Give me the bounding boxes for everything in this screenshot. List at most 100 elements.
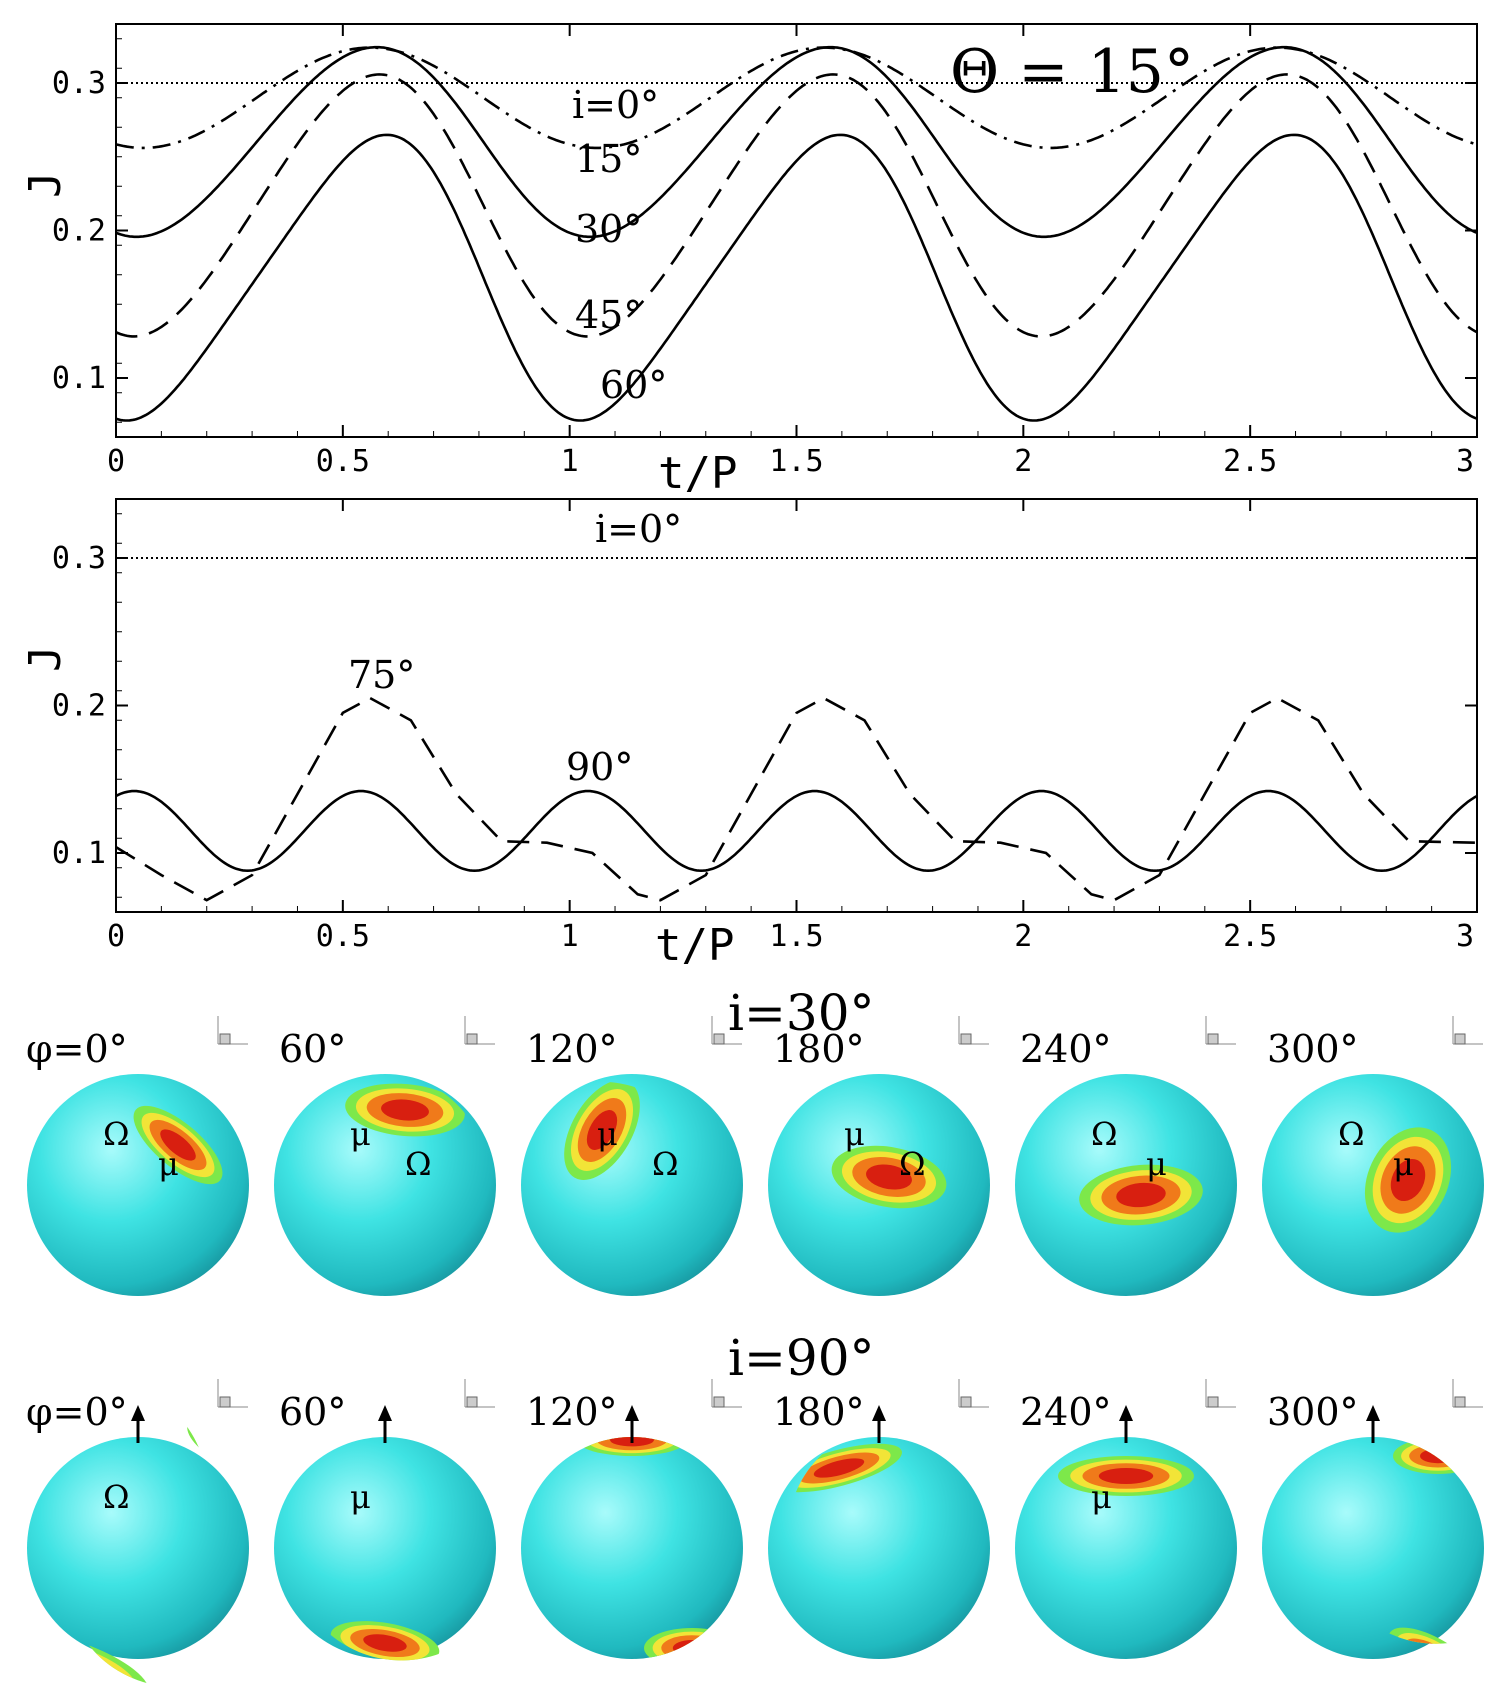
series-line-3 (115, 45, 1478, 239)
phi-label: 120° (526, 1390, 618, 1434)
x-tick-label: 2.5 (1223, 919, 1277, 954)
middle-plot-frame (115, 498, 1478, 913)
middle-x-axis-label: t/P (655, 920, 734, 971)
x-tick-label: 0 (107, 919, 125, 954)
sphere (1015, 1437, 1237, 1659)
sphere-panel: 300° (1262, 1379, 1484, 1685)
top-chart-title: Θ = 15° (950, 37, 1194, 107)
spot-layer (1420, 1448, 1456, 1464)
x-tick-label: 2.5 (1223, 444, 1277, 479)
arrow-head (1366, 1405, 1380, 1421)
sphere (27, 1437, 249, 1659)
sphere-panel: 60° μΩ (274, 1016, 496, 1296)
sphere (768, 1437, 990, 1659)
x-tick-label: 1.5 (769, 444, 823, 479)
phi-label: 240° (1020, 1027, 1112, 1071)
series-line-3 (115, 789, 1478, 873)
spot-layer (661, 1635, 723, 1659)
arrow-head (625, 1405, 639, 1421)
y-tick-label: 0.2 (52, 214, 106, 249)
row2-title: i=90° (728, 1329, 875, 1387)
top-x-axis-label: t/P (658, 448, 737, 499)
top-chart: 0 0.5 1 1.5 2 2.5 3 0.1 0.2 0.3 Θ = 15° t/P J i=0… (20, 23, 1478, 499)
middle-series (115, 557, 1478, 902)
axis-cube (466, 1033, 478, 1045)
phi-label: 240° (1020, 1390, 1112, 1434)
phi-label: 120° (526, 1027, 618, 1071)
x-tick-label: 3 (1456, 919, 1474, 954)
spot-layer (381, 1099, 429, 1121)
x-tick-label: 1 (561, 444, 579, 479)
sphere-panel: 120° μΩ (521, 1016, 743, 1296)
sphere (1262, 1437, 1484, 1659)
x-tick-label: 0.5 (316, 919, 370, 954)
arrow-head (378, 1405, 392, 1421)
top-series (115, 45, 1478, 422)
phi-label: 300° (1267, 1390, 1359, 1434)
sphere-row-i90: φ=0° Ω 60° μ 120° 180° 240° μ 300° (26, 1379, 1484, 1689)
sphere (27, 1074, 249, 1296)
y-tick-label: 0.1 (52, 836, 106, 871)
label-45: 45° (575, 293, 642, 337)
axis-symbol: μ (1146, 1145, 1167, 1183)
label-75: 75° (348, 653, 415, 697)
label-i0-middle: i=0° (595, 507, 682, 551)
axis-symbol: μ (350, 1115, 371, 1153)
sphere-panel: φ=0° Ω (26, 1379, 249, 1689)
label-i0-top: i=0° (572, 83, 659, 127)
top-ticks: 0 0.5 1 1.5 2 2.5 3 0.1 0.2 0.3 (52, 24, 1478, 479)
x-tick-label: 0.5 (316, 444, 370, 479)
phi-label: φ=0° (26, 1390, 128, 1434)
middle-ticks: 0 0.5 1 1.5 2 2.5 3 0.1 0.2 0.3 (52, 499, 1478, 954)
axis-cube (1207, 1033, 1219, 1045)
spot-layer (586, 1110, 618, 1150)
spot-layer (1116, 1182, 1166, 1208)
series-line-2 (115, 46, 1478, 150)
axis-symbol: Ω (652, 1145, 679, 1183)
sphere-panel: 240° μ (1015, 1379, 1237, 1659)
sphere-panel: 180° μΩ (768, 1016, 990, 1296)
x-tick-label: 0 (107, 444, 125, 479)
x-tick-label: 3 (1456, 444, 1474, 479)
top-plot-frame (115, 23, 1478, 438)
axis-cube (219, 1396, 231, 1408)
x-tick-label: 1 (561, 919, 579, 954)
axis-cube (466, 1396, 478, 1408)
axis-cube (960, 1033, 972, 1045)
arrow-head (131, 1405, 145, 1421)
spot-layer (813, 1458, 865, 1478)
spot-layer (363, 1634, 407, 1652)
phi-label: 180° (773, 1390, 865, 1434)
axis-symbol: Ω (103, 1115, 130, 1153)
arrow-head (1119, 1405, 1133, 1421)
axis-cube (219, 1033, 231, 1045)
sphere-panel: 240° Ωμ (1015, 1016, 1237, 1296)
series-line-4 (115, 73, 1478, 338)
axis-symbol: μ (350, 1478, 371, 1516)
axis-symbol: Ω (1338, 1115, 1365, 1153)
x-tick-label: 1.5 (769, 919, 823, 954)
x-tick-label: 2 (1014, 444, 1032, 479)
spot-layer (672, 1640, 712, 1656)
axis-symbol: μ (597, 1115, 618, 1153)
spot-layer (160, 1129, 196, 1161)
axis-cube (713, 1033, 725, 1045)
axis-symbol: μ (1091, 1478, 1112, 1516)
sphere-panel: 300° Ωμ (1262, 1016, 1484, 1296)
series-line-5 (115, 133, 1478, 422)
y-tick-label: 0.3 (52, 541, 106, 576)
spot-layer (208, 1432, 238, 1454)
label-15: 15° (575, 137, 642, 181)
sphere (521, 1437, 743, 1659)
row1-title: i=30° (728, 984, 875, 1042)
spot-layer (866, 1164, 912, 1190)
label-90: 90° (566, 745, 633, 789)
sphere-panel: 180° (768, 1379, 990, 1659)
axis-symbol: μ (844, 1115, 865, 1153)
axis-symbol: Ω (103, 1478, 130, 1516)
axis-cube (960, 1396, 972, 1408)
axis-cube (1454, 1396, 1466, 1408)
axis-cube (713, 1396, 725, 1408)
axis-symbol: Ω (899, 1145, 926, 1183)
